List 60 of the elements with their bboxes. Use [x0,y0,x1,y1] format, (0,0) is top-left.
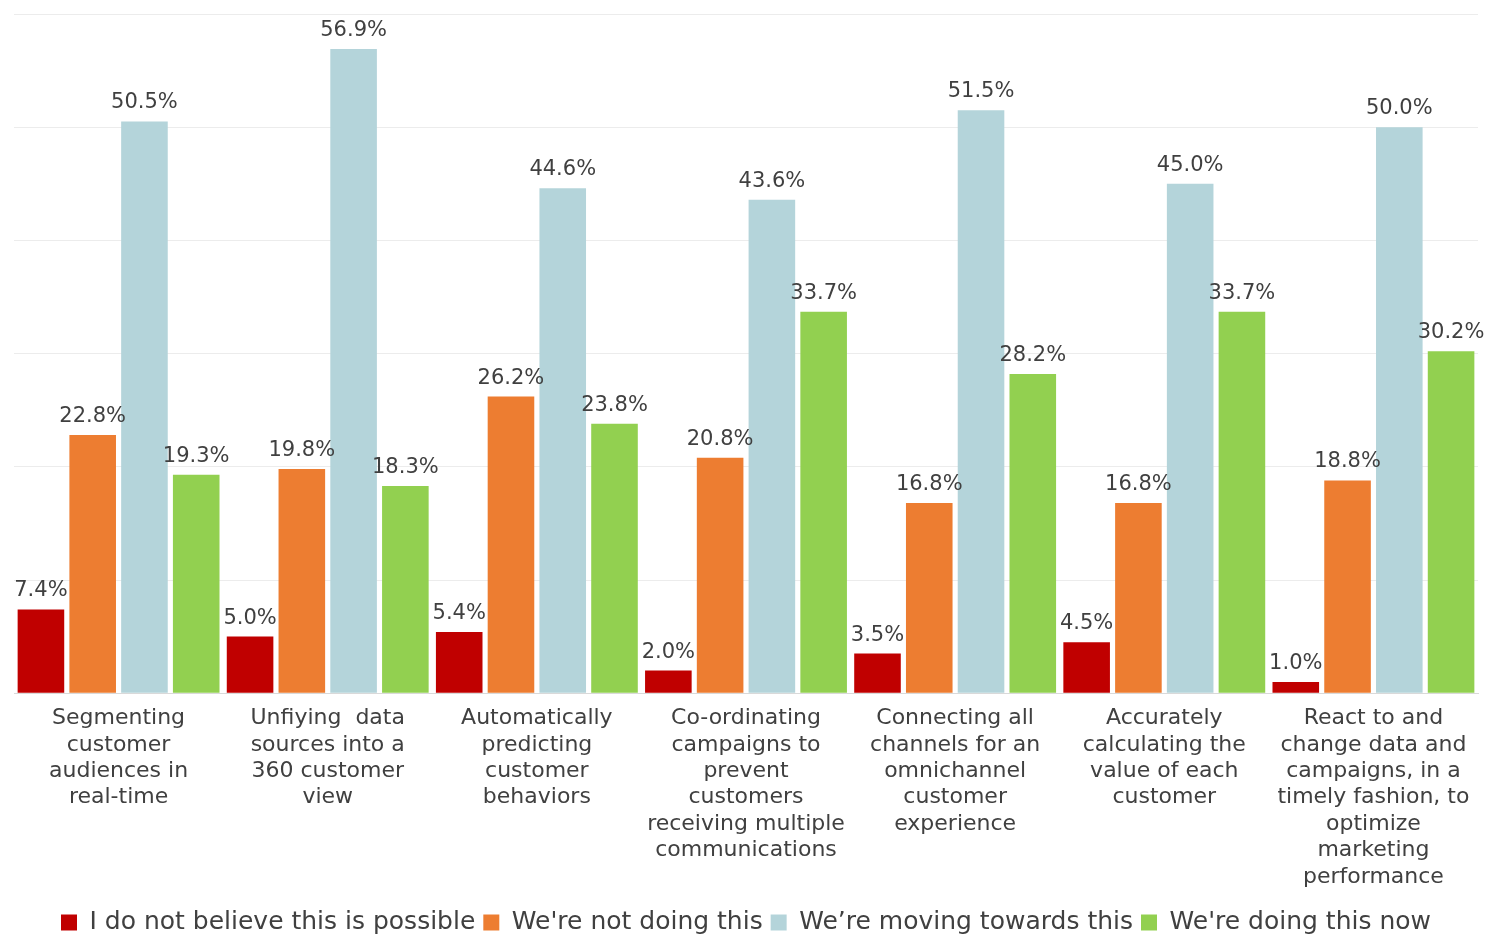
data-label: 28.2% [999,341,1067,366]
bar [382,486,429,693]
bar [278,469,326,693]
bar [591,423,638,693]
x-tick-label: Automatically predicting customer behaviors [461,704,613,809]
data-label: 5.4% [432,600,486,625]
data-label: 16.8% [1105,470,1172,495]
data-label: 2.0% [641,638,696,663]
data-label: 7.4% [14,577,68,602]
data-label: 5.0% [223,604,277,629]
data-label: 33.7% [1208,279,1276,304]
bar [69,435,116,693]
x-tick-label: Connecting all channels for an omnichannel customer experience [870,704,1041,835]
bar [1218,311,1266,693]
data-label: 50.0% [1365,95,1433,120]
bar [17,609,65,693]
bar [1272,681,1320,693]
legend-label: We're not doing this [511,906,763,935]
data-label: 20.8% [686,425,754,450]
data-label: 43.6% [738,167,806,192]
data-label: 45.0% [1156,151,1224,176]
bar [1324,480,1371,693]
bar [645,670,692,693]
bar [1427,351,1475,693]
x-tick-label: Co-ordinating campaigns to prevent customers receiving multiple communications [647,704,845,862]
bar [1115,503,1162,693]
legend-label: We’re moving towards this [799,906,1134,935]
data-label: 18.3% [372,454,439,478]
bar [172,474,220,693]
legend-label: We're doing this now [1169,906,1431,935]
bar [696,457,744,693]
bar [854,653,901,693]
bar [435,632,483,693]
bar [487,396,535,693]
data-label: 19.8% [268,437,336,462]
bar [905,503,953,693]
data-label: 26.2% [477,364,545,389]
x-tick-label: Unfiying data sources into a 360 customer view [250,704,405,809]
data-label: 50.5% [111,89,178,114]
data-label: 56.9% [320,17,387,42]
data-label: 22.8% [59,403,127,428]
data-label: 16.8% [895,470,963,495]
data-label: 3.5% [850,621,905,646]
data-label: 30.2% [1417,319,1485,344]
legend-label: I do not believe this is possible [89,906,476,935]
data-label: 4.5% [1059,610,1114,635]
bar [1009,373,1057,693]
bar [226,636,274,693]
data-label: 18.8% [1314,448,1381,473]
bar [800,311,847,693]
data-label: 33.7% [790,279,857,304]
x-tick-label: Accurately calculating the value of each customer [1082,704,1246,809]
data-label: 19.3% [162,442,230,467]
x-tick-label: React to and change data and campaigns, in a timely fashion, to optimize marketing performance [1277,704,1470,888]
data-label: 51.5% [947,78,1015,103]
data-label: 1.0% [1269,649,1323,674]
data-label: 44.6% [529,156,597,181]
data-label: 23.8% [581,391,648,416]
x-tick-label: Segmenting customer audiences in real-time [49,704,189,809]
bar [1063,642,1110,693]
